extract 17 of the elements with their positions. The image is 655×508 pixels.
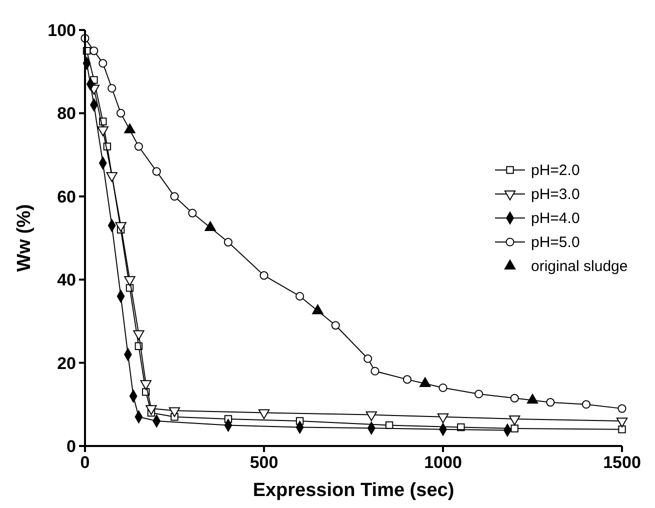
y-tick-label: 20	[57, 354, 76, 373]
legend-label: pH=3.0	[531, 186, 580, 203]
y-axis-title: Ww (%)	[14, 204, 35, 272]
x-tick-label: 1000	[424, 453, 462, 472]
y-tick-label: 0	[66, 437, 76, 456]
legend-label: original sludge	[531, 258, 628, 275]
y-tick-label: 60	[57, 187, 76, 206]
legend-label: pH=4.0	[531, 210, 580, 227]
legend-label: pH=5.0	[531, 234, 580, 251]
x-tick-label: 1500	[603, 453, 641, 472]
legend-label: pH=2.0	[531, 162, 580, 179]
x-tick-label: 500	[250, 453, 278, 472]
y-tick-label: 80	[57, 104, 76, 124]
y-tick-label: 100	[48, 21, 76, 40]
y-tick-label: 40	[57, 270, 76, 290]
x-axis-title: Expression Time (sec)	[252, 480, 454, 501]
x-tick-label: 0	[80, 453, 90, 472]
